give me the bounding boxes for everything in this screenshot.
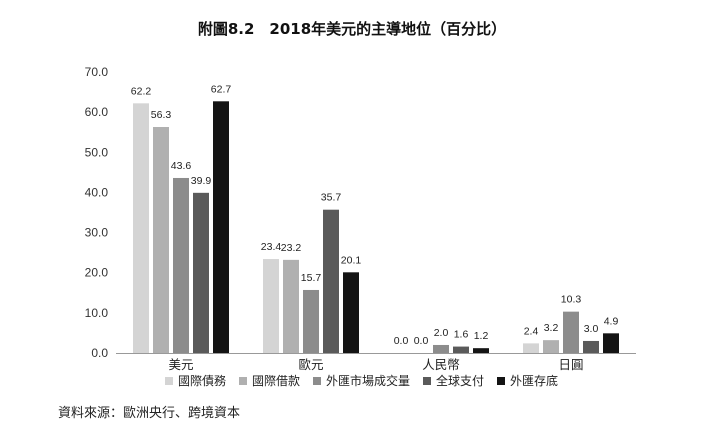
data-label: 1.2 [474, 330, 489, 342]
y-tick-label: 30.0 [85, 226, 109, 240]
data-label: 0.0 [394, 335, 409, 347]
bar [193, 192, 209, 353]
data-label: 20.1 [341, 254, 362, 266]
bar [153, 126, 169, 353]
x-axis: 美元 歐元 人民幣 日圓 [116, 353, 636, 372]
bar [433, 344, 449, 353]
bar [173, 177, 189, 353]
legend-swatch [423, 377, 431, 385]
data-label: 62.2 [131, 85, 152, 97]
data-label: 43.6 [171, 160, 192, 172]
category-label: 美元 [168, 357, 193, 372]
data-label: 1.6 [454, 329, 469, 341]
y-tick-label: 10.0 [85, 306, 109, 320]
legend: 國際債務 國際借款 外匯市場成交量 全球支付 外匯存底 [165, 373, 558, 388]
bar [323, 209, 339, 353]
bar [603, 333, 619, 353]
y-tick-label: 0.0 [91, 346, 108, 360]
source-note: 資料來源：歐洲央行、跨境資本 [58, 406, 241, 421]
data-labels: 62.2 56.3 43.6 39.9 62.7 23.4 23.2 15.7 35.7 20.1… [131, 83, 619, 347]
bar [543, 340, 559, 353]
data-label: 3.0 [584, 323, 599, 335]
data-label: 4.9 [604, 315, 619, 327]
bar [263, 259, 279, 353]
legend-label: 國際債務 [178, 373, 226, 388]
data-label: 23.4 [261, 241, 282, 253]
data-label: 0.0 [414, 335, 429, 347]
data-label: 23.2 [281, 242, 302, 254]
bar [523, 343, 539, 353]
legend-swatch [313, 377, 321, 385]
bar [343, 272, 359, 353]
data-label: 15.7 [301, 272, 322, 284]
y-tick-label: 50.0 [85, 145, 109, 159]
bar [583, 340, 599, 353]
data-label: 39.9 [191, 175, 212, 187]
bar [133, 103, 149, 353]
y-tick-label: 70.0 [85, 65, 109, 79]
data-label: 10.3 [561, 294, 582, 306]
y-axis: 0.0 10.0 20.0 30.0 40.0 50.0 60.0 70.0 [85, 65, 109, 360]
data-label: 62.7 [211, 83, 232, 95]
chart-title: 附圖8.2 2018年美元的主導地位（百分比） [197, 20, 507, 38]
legend-swatch [165, 377, 173, 385]
legend-label: 外匯市場成交量 [326, 373, 410, 388]
y-tick-label: 60.0 [85, 105, 109, 119]
data-label: 35.7 [321, 192, 342, 204]
bar [473, 348, 489, 353]
category-label: 歐元 [298, 357, 323, 372]
bar [213, 101, 229, 353]
bar [303, 289, 319, 353]
data-label: 2.0 [434, 327, 449, 339]
y-tick-label: 40.0 [85, 185, 109, 199]
legend-label: 外匯存底 [510, 373, 558, 388]
legend-swatch [239, 377, 247, 385]
bar [283, 259, 299, 353]
bars [133, 101, 619, 353]
data-label: 56.3 [151, 109, 172, 121]
data-label: 3.2 [544, 322, 559, 334]
y-tick-label: 20.0 [85, 266, 109, 280]
legend-label: 全球支付 [436, 373, 484, 388]
bar [453, 346, 469, 353]
category-label: 日圓 [558, 357, 583, 372]
legend-label: 國際借款 [252, 374, 300, 388]
legend-swatch [497, 377, 505, 385]
bar [563, 311, 579, 353]
category-label: 人民幣 [422, 357, 460, 372]
data-label: 2.4 [524, 325, 539, 337]
